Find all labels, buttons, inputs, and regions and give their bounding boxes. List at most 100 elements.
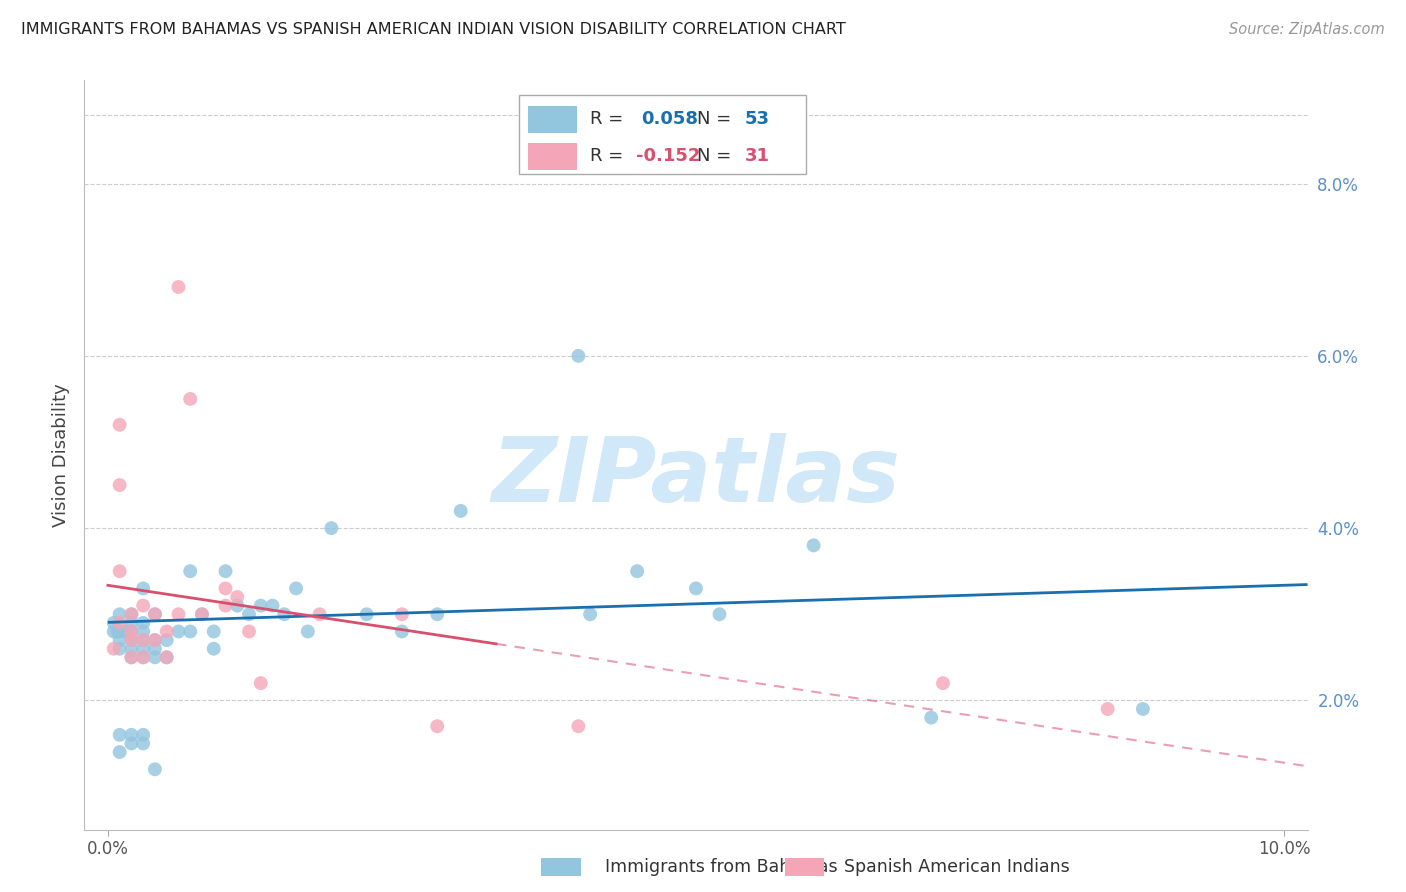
Point (426, 719, 449, 733)
Point (426, 607, 449, 622)
Point (143, 607, 166, 622)
Text: ZIPatlas: ZIPatlas (492, 434, 900, 522)
Point (156, 650, 179, 665)
Point (156, 624, 179, 639)
Point (579, 607, 602, 622)
Text: R =: R = (589, 147, 623, 165)
Point (179, 564, 201, 578)
Point (120, 736, 142, 750)
Point (108, 417, 131, 432)
Point (120, 650, 142, 665)
Point (120, 633, 142, 648)
Point (120, 624, 142, 639)
Point (156, 633, 179, 648)
Point (803, 538, 825, 552)
Point (108, 615, 131, 630)
Point (114, 624, 136, 639)
Point (132, 633, 155, 648)
Point (567, 719, 589, 733)
Text: 31: 31 (745, 147, 770, 165)
Point (1132, 702, 1154, 716)
Point (920, 710, 942, 724)
FancyBboxPatch shape (519, 95, 806, 174)
Text: 53: 53 (745, 111, 770, 128)
Point (179, 624, 201, 639)
Point (143, 641, 166, 656)
Point (214, 582, 236, 596)
Point (262, 599, 284, 613)
Point (356, 607, 378, 622)
FancyBboxPatch shape (529, 105, 578, 133)
Point (143, 633, 166, 648)
Point (932, 676, 955, 690)
Text: IMMIGRANTS FROM BAHAMAS VS SPANISH AMERICAN INDIAN VISION DISABILITY CORRELATION: IMMIGRANTS FROM BAHAMAS VS SPANISH AMERI… (21, 22, 846, 37)
Point (1097, 702, 1119, 716)
Point (132, 633, 155, 648)
Point (214, 599, 236, 613)
Point (120, 607, 142, 622)
Point (132, 728, 155, 742)
Point (103, 641, 125, 656)
Point (685, 582, 707, 596)
Point (226, 599, 249, 613)
Text: Spanish American Indians: Spanish American Indians (844, 858, 1070, 876)
Point (132, 650, 155, 665)
Point (709, 607, 731, 622)
Point (103, 624, 125, 639)
Point (108, 624, 131, 639)
Text: 0.058: 0.058 (641, 111, 697, 128)
Point (297, 624, 319, 639)
Text: N =: N = (697, 147, 731, 165)
Point (108, 564, 131, 578)
Point (249, 599, 271, 613)
Point (285, 582, 308, 596)
Point (120, 650, 142, 665)
Point (391, 607, 413, 622)
Point (105, 624, 128, 639)
Point (167, 280, 190, 294)
Point (120, 615, 142, 630)
Point (391, 624, 413, 639)
Point (156, 650, 179, 665)
Point (143, 633, 166, 648)
Point (120, 633, 142, 648)
Point (120, 728, 142, 742)
Point (273, 607, 295, 622)
Point (103, 615, 125, 630)
Point (202, 624, 225, 639)
Point (108, 641, 131, 656)
Point (238, 624, 260, 639)
Text: N =: N = (697, 111, 731, 128)
Text: R =: R = (589, 111, 623, 128)
Text: Source: ZipAtlas.com: Source: ZipAtlas.com (1229, 22, 1385, 37)
Point (120, 607, 142, 622)
Point (167, 624, 190, 639)
Point (108, 633, 131, 648)
Point (120, 624, 142, 639)
Point (132, 615, 155, 630)
Point (108, 607, 131, 622)
Point (308, 607, 330, 622)
Point (179, 392, 201, 406)
Point (321, 521, 343, 535)
Point (202, 641, 225, 656)
Point (249, 676, 271, 690)
Point (143, 762, 166, 776)
Text: Immigrants from Bahamas: Immigrants from Bahamas (605, 858, 837, 876)
Point (132, 650, 155, 665)
Point (143, 650, 166, 665)
Point (450, 504, 472, 518)
Point (132, 582, 155, 596)
Point (214, 564, 236, 578)
Y-axis label: Vision Disability: Vision Disability (52, 383, 70, 527)
Point (238, 607, 260, 622)
Point (567, 349, 589, 363)
Point (108, 478, 131, 492)
Point (143, 607, 166, 622)
Point (626, 564, 648, 578)
Point (132, 599, 155, 613)
Point (108, 728, 131, 742)
Point (108, 745, 131, 759)
Point (191, 607, 214, 622)
Point (167, 607, 190, 622)
